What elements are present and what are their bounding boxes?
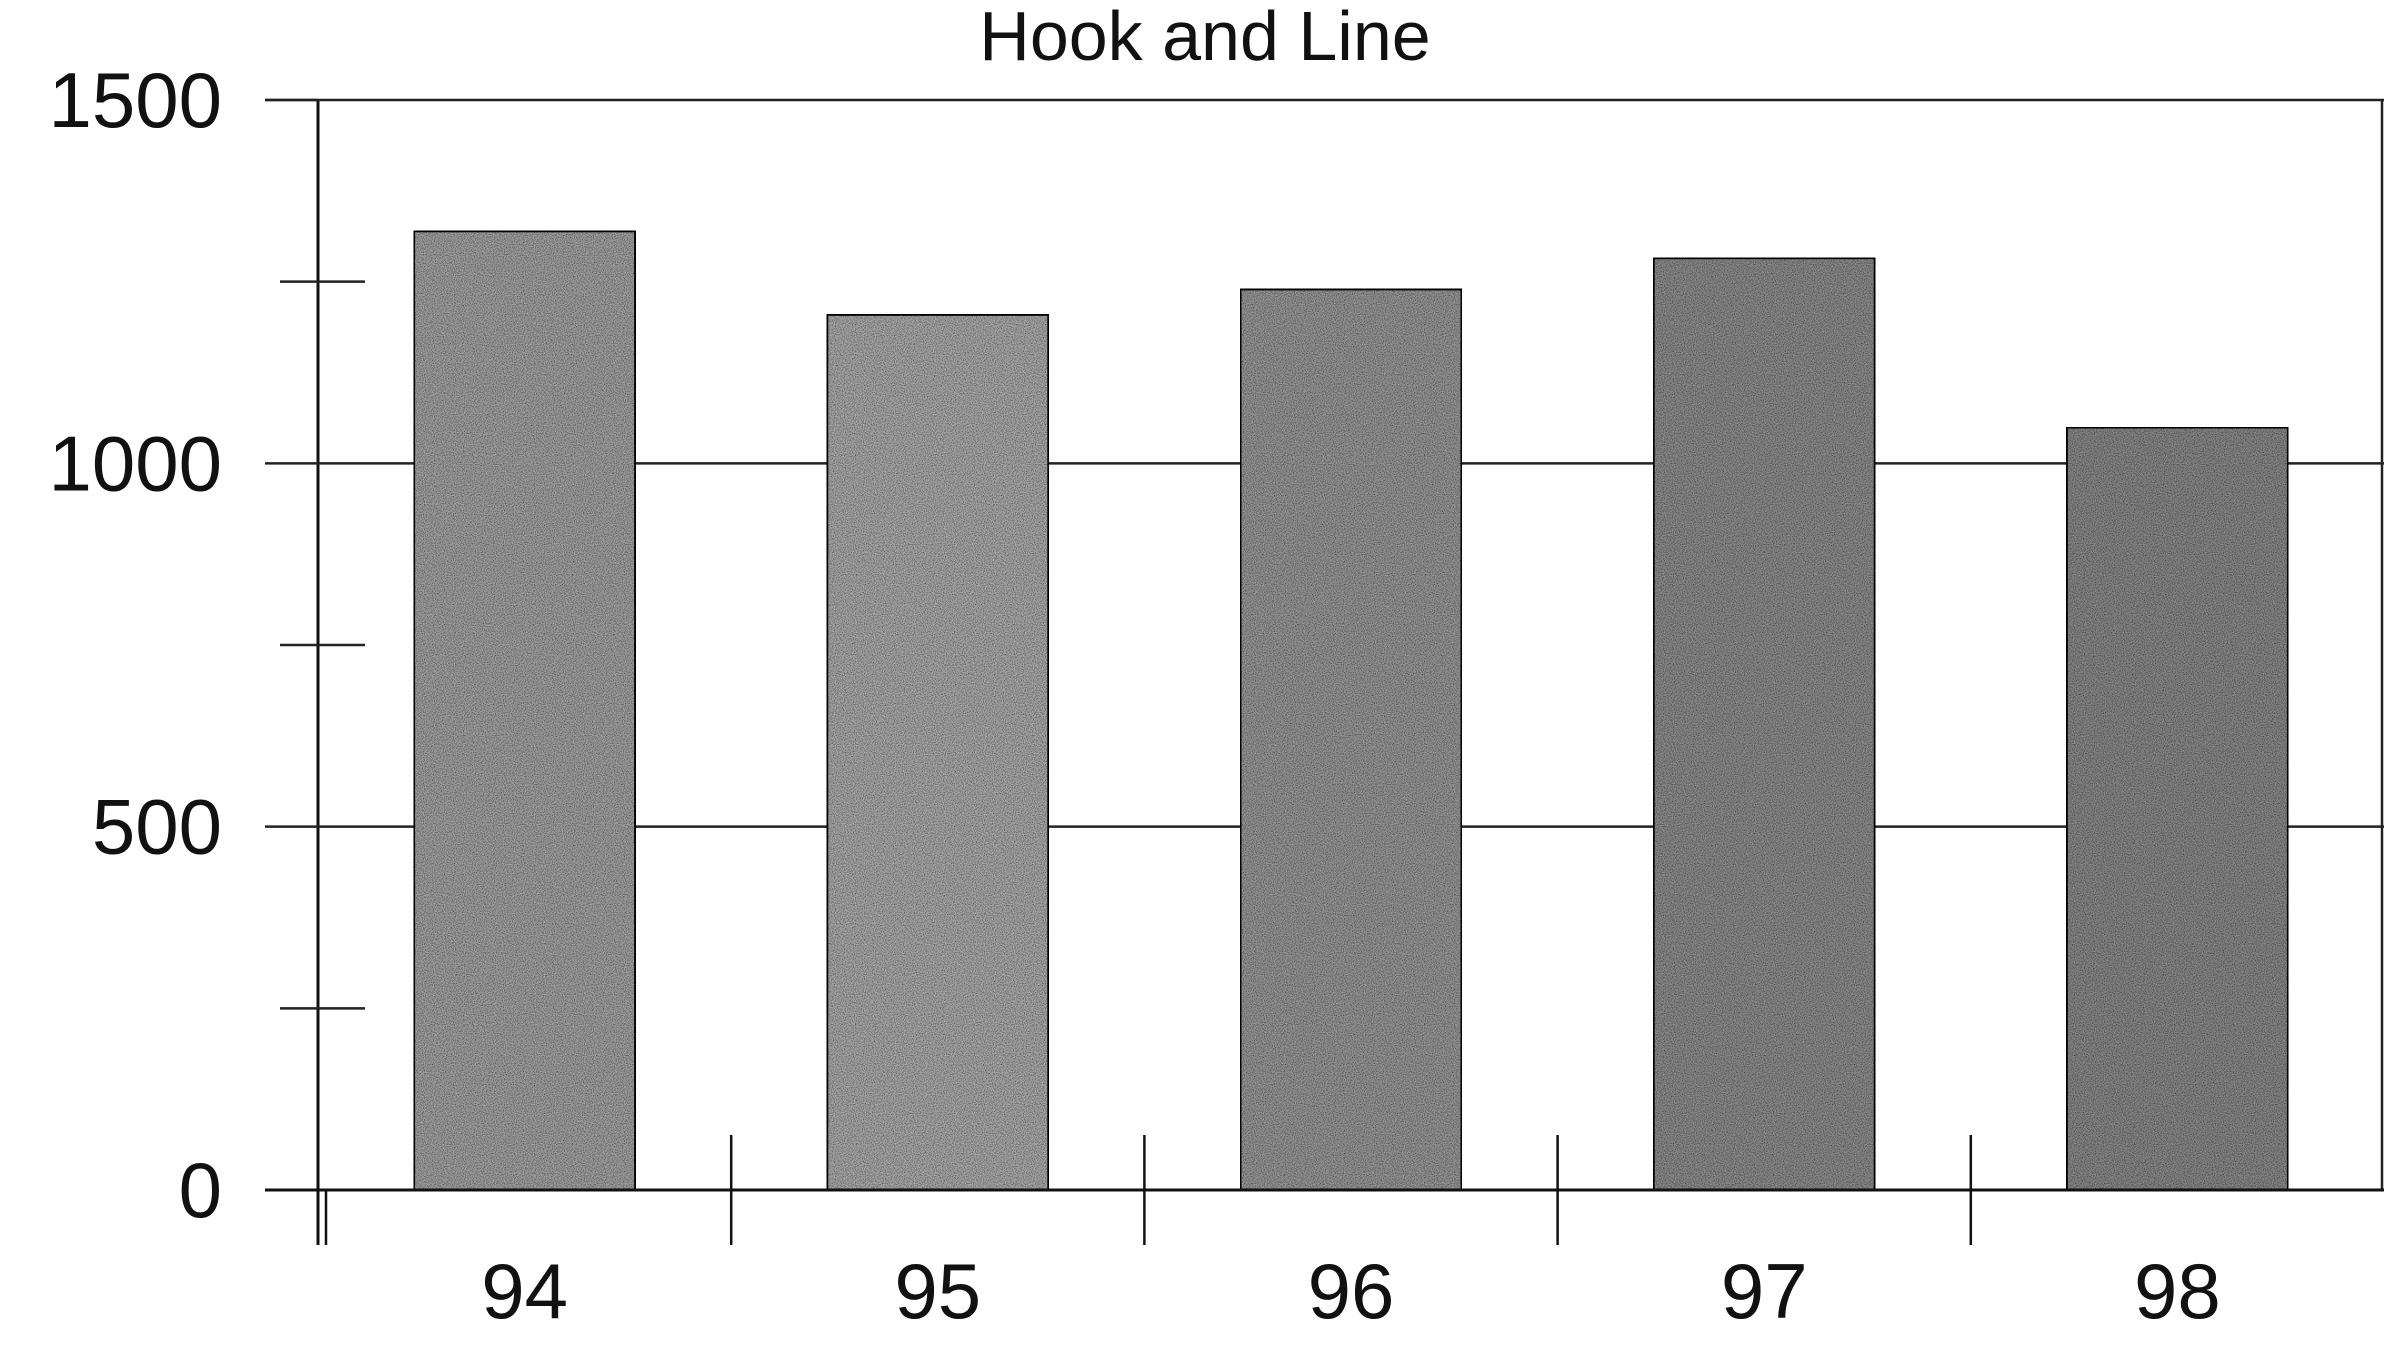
- chart-title: Hook and Line: [979, 0, 1430, 75]
- bar-95: [825, 312, 1051, 1192]
- y-tick-label: 1000: [48, 419, 222, 507]
- y-tick-marks: [280, 280, 365, 1010]
- bar-94: [412, 229, 638, 1192]
- y-tick-label: 500: [92, 783, 222, 871]
- bar-98: [2064, 425, 2290, 1192]
- x-tick-label: 96: [1308, 1247, 1395, 1335]
- x-tick-label: 94: [481, 1247, 568, 1335]
- x-tick-label: 98: [2134, 1247, 2221, 1335]
- x-tick-marks: [324, 1135, 1973, 1245]
- y-tick-label: 0: [179, 1146, 222, 1234]
- bars: [412, 229, 2290, 1192]
- bar-96: [1238, 287, 1464, 1192]
- x-tick-label: 95: [894, 1247, 981, 1335]
- x-tick-labels: 94 95 96 97 98: [481, 1247, 2221, 1335]
- y-tick-label: 1500: [48, 56, 222, 144]
- x-tick-label: 97: [1721, 1247, 1808, 1335]
- y-tick-labels: 0 500 1000 1500: [48, 56, 222, 1234]
- bar-97: [1651, 256, 1877, 1192]
